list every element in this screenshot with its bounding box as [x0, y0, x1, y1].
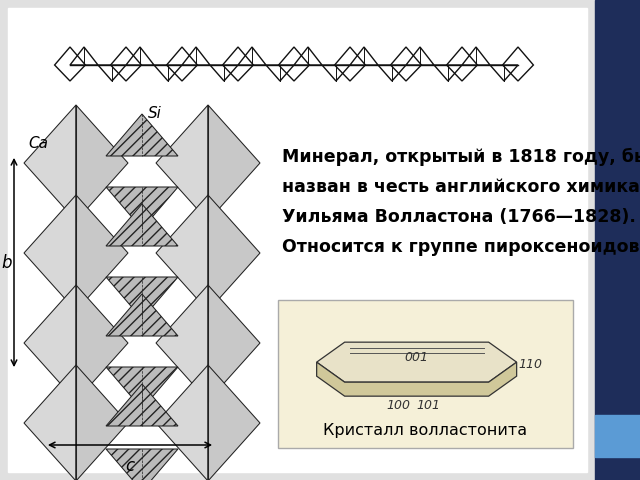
FancyBboxPatch shape	[278, 300, 573, 448]
Polygon shape	[106, 187, 178, 229]
Text: 110: 110	[518, 358, 543, 371]
Polygon shape	[156, 105, 208, 221]
Polygon shape	[106, 204, 178, 246]
Text: Ca: Ca	[28, 136, 48, 151]
Polygon shape	[208, 195, 260, 311]
Text: 101: 101	[417, 399, 441, 412]
Polygon shape	[208, 105, 260, 221]
Polygon shape	[76, 105, 128, 221]
Polygon shape	[156, 195, 208, 311]
Text: Относится к группе пироксеноидов: Относится к группе пироксеноидов	[282, 238, 639, 256]
Polygon shape	[106, 449, 178, 480]
Polygon shape	[106, 294, 178, 336]
Polygon shape	[76, 285, 128, 401]
Polygon shape	[24, 365, 76, 480]
Text: c: c	[125, 457, 134, 475]
Polygon shape	[156, 285, 208, 401]
Text: Минерал, открытый в 1818 году, был: Минерал, открытый в 1818 году, был	[282, 148, 640, 166]
Bar	[595, 0, 640, 480]
Polygon shape	[106, 114, 178, 156]
Polygon shape	[156, 365, 208, 480]
Polygon shape	[76, 195, 128, 311]
Polygon shape	[106, 384, 178, 426]
Polygon shape	[24, 105, 76, 221]
Text: Уильяма Волластона (1766—1828).: Уильяма Волластона (1766—1828).	[282, 208, 636, 226]
Polygon shape	[106, 367, 178, 409]
Polygon shape	[208, 365, 260, 480]
Text: b: b	[1, 253, 12, 272]
Polygon shape	[317, 342, 516, 382]
Text: 001: 001	[404, 351, 429, 364]
Text: 100: 100	[387, 399, 411, 412]
Text: Si: Si	[148, 106, 162, 121]
Polygon shape	[317, 362, 516, 396]
Polygon shape	[208, 285, 260, 401]
Polygon shape	[24, 285, 76, 401]
Polygon shape	[24, 195, 76, 311]
Text: Кристалл волластонита: Кристалл волластонита	[323, 423, 527, 438]
Bar	[595, 415, 640, 457]
Text: назван в честь английского химика: назван в честь английского химика	[282, 178, 640, 196]
Polygon shape	[76, 365, 128, 480]
Polygon shape	[106, 277, 178, 319]
